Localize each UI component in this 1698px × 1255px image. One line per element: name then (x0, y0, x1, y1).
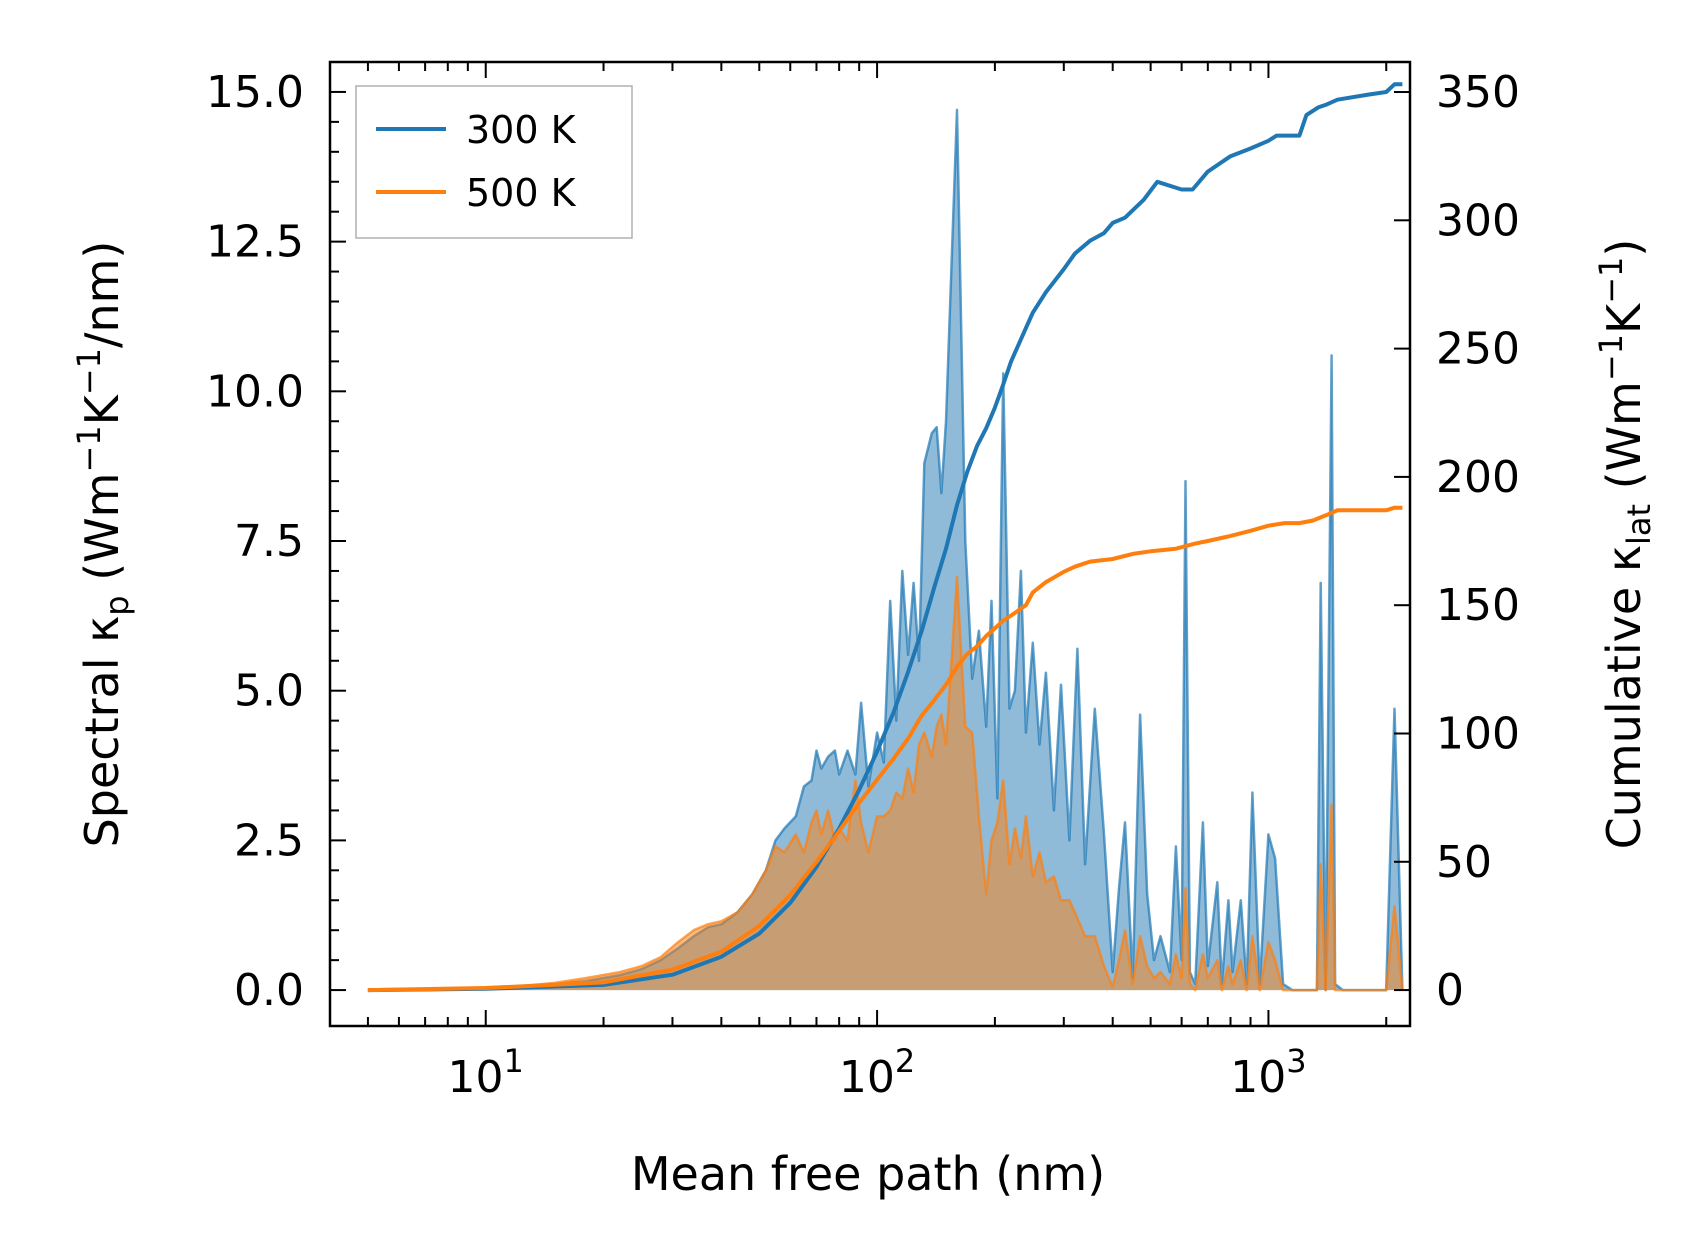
right-y-tick-label: 100 (1436, 708, 1520, 759)
line-layer (367, 82, 1403, 993)
x-axis-title: Mean free path (nm) (631, 1147, 1105, 1201)
left-y-axis-title: Spectral κp (Wm−1K−1/nm) (70, 241, 136, 848)
right-y-tick-label: 200 (1436, 452, 1520, 503)
plot-frame (328, 60, 1412, 1028)
x-tick-label: 102 (839, 1042, 915, 1103)
left-y-tick-label: 0.0 (234, 965, 304, 1016)
tick-layer: 101 102 103 0.0 2.5 5.0 7.5 10.0 12.5 15.0 0 50 100 1… (206, 62, 1520, 1103)
left-y-tick-label: 12.5 (206, 217, 304, 268)
left-y-tick-label: 2.5 (234, 815, 304, 866)
cumulative-line-300k (367, 82, 1403, 993)
left-y-tick-label: 10.0 (206, 366, 304, 417)
right-y-tick-label: 250 (1436, 324, 1520, 375)
left-y-tick-label: 7.5 (234, 516, 304, 567)
spectral-area-500k (367, 576, 1403, 991)
x-tick-label: 103 (1230, 1042, 1306, 1103)
legend-label-500k: 500 K (466, 171, 577, 215)
spectral-line-300k (367, 108, 1404, 992)
right-y-tick-label: 0 (1436, 965, 1464, 1016)
right-y-tick-label: 300 (1436, 195, 1520, 246)
left-y-tick-label: 5.0 (234, 666, 304, 717)
cumulative-line-500k (367, 505, 1403, 993)
right-y-tick-label: 350 (1436, 67, 1520, 118)
right-y-tick-label: 50 (1436, 837, 1492, 888)
spectral-fill-layer (367, 108, 1404, 992)
right-y-axis-title: Cumulative κlat (Wm−1K−1) (1592, 239, 1658, 850)
legend: 300 K 500 K (355, 85, 633, 239)
left-y-tick-label: 15.0 (206, 67, 304, 118)
spectral-line-500k (367, 575, 1404, 992)
legend-label-300k: 300 K (466, 108, 577, 152)
right-y-tick-label: 150 (1436, 580, 1520, 631)
x-tick-label: 101 (448, 1042, 524, 1103)
legend-box (355, 85, 633, 239)
